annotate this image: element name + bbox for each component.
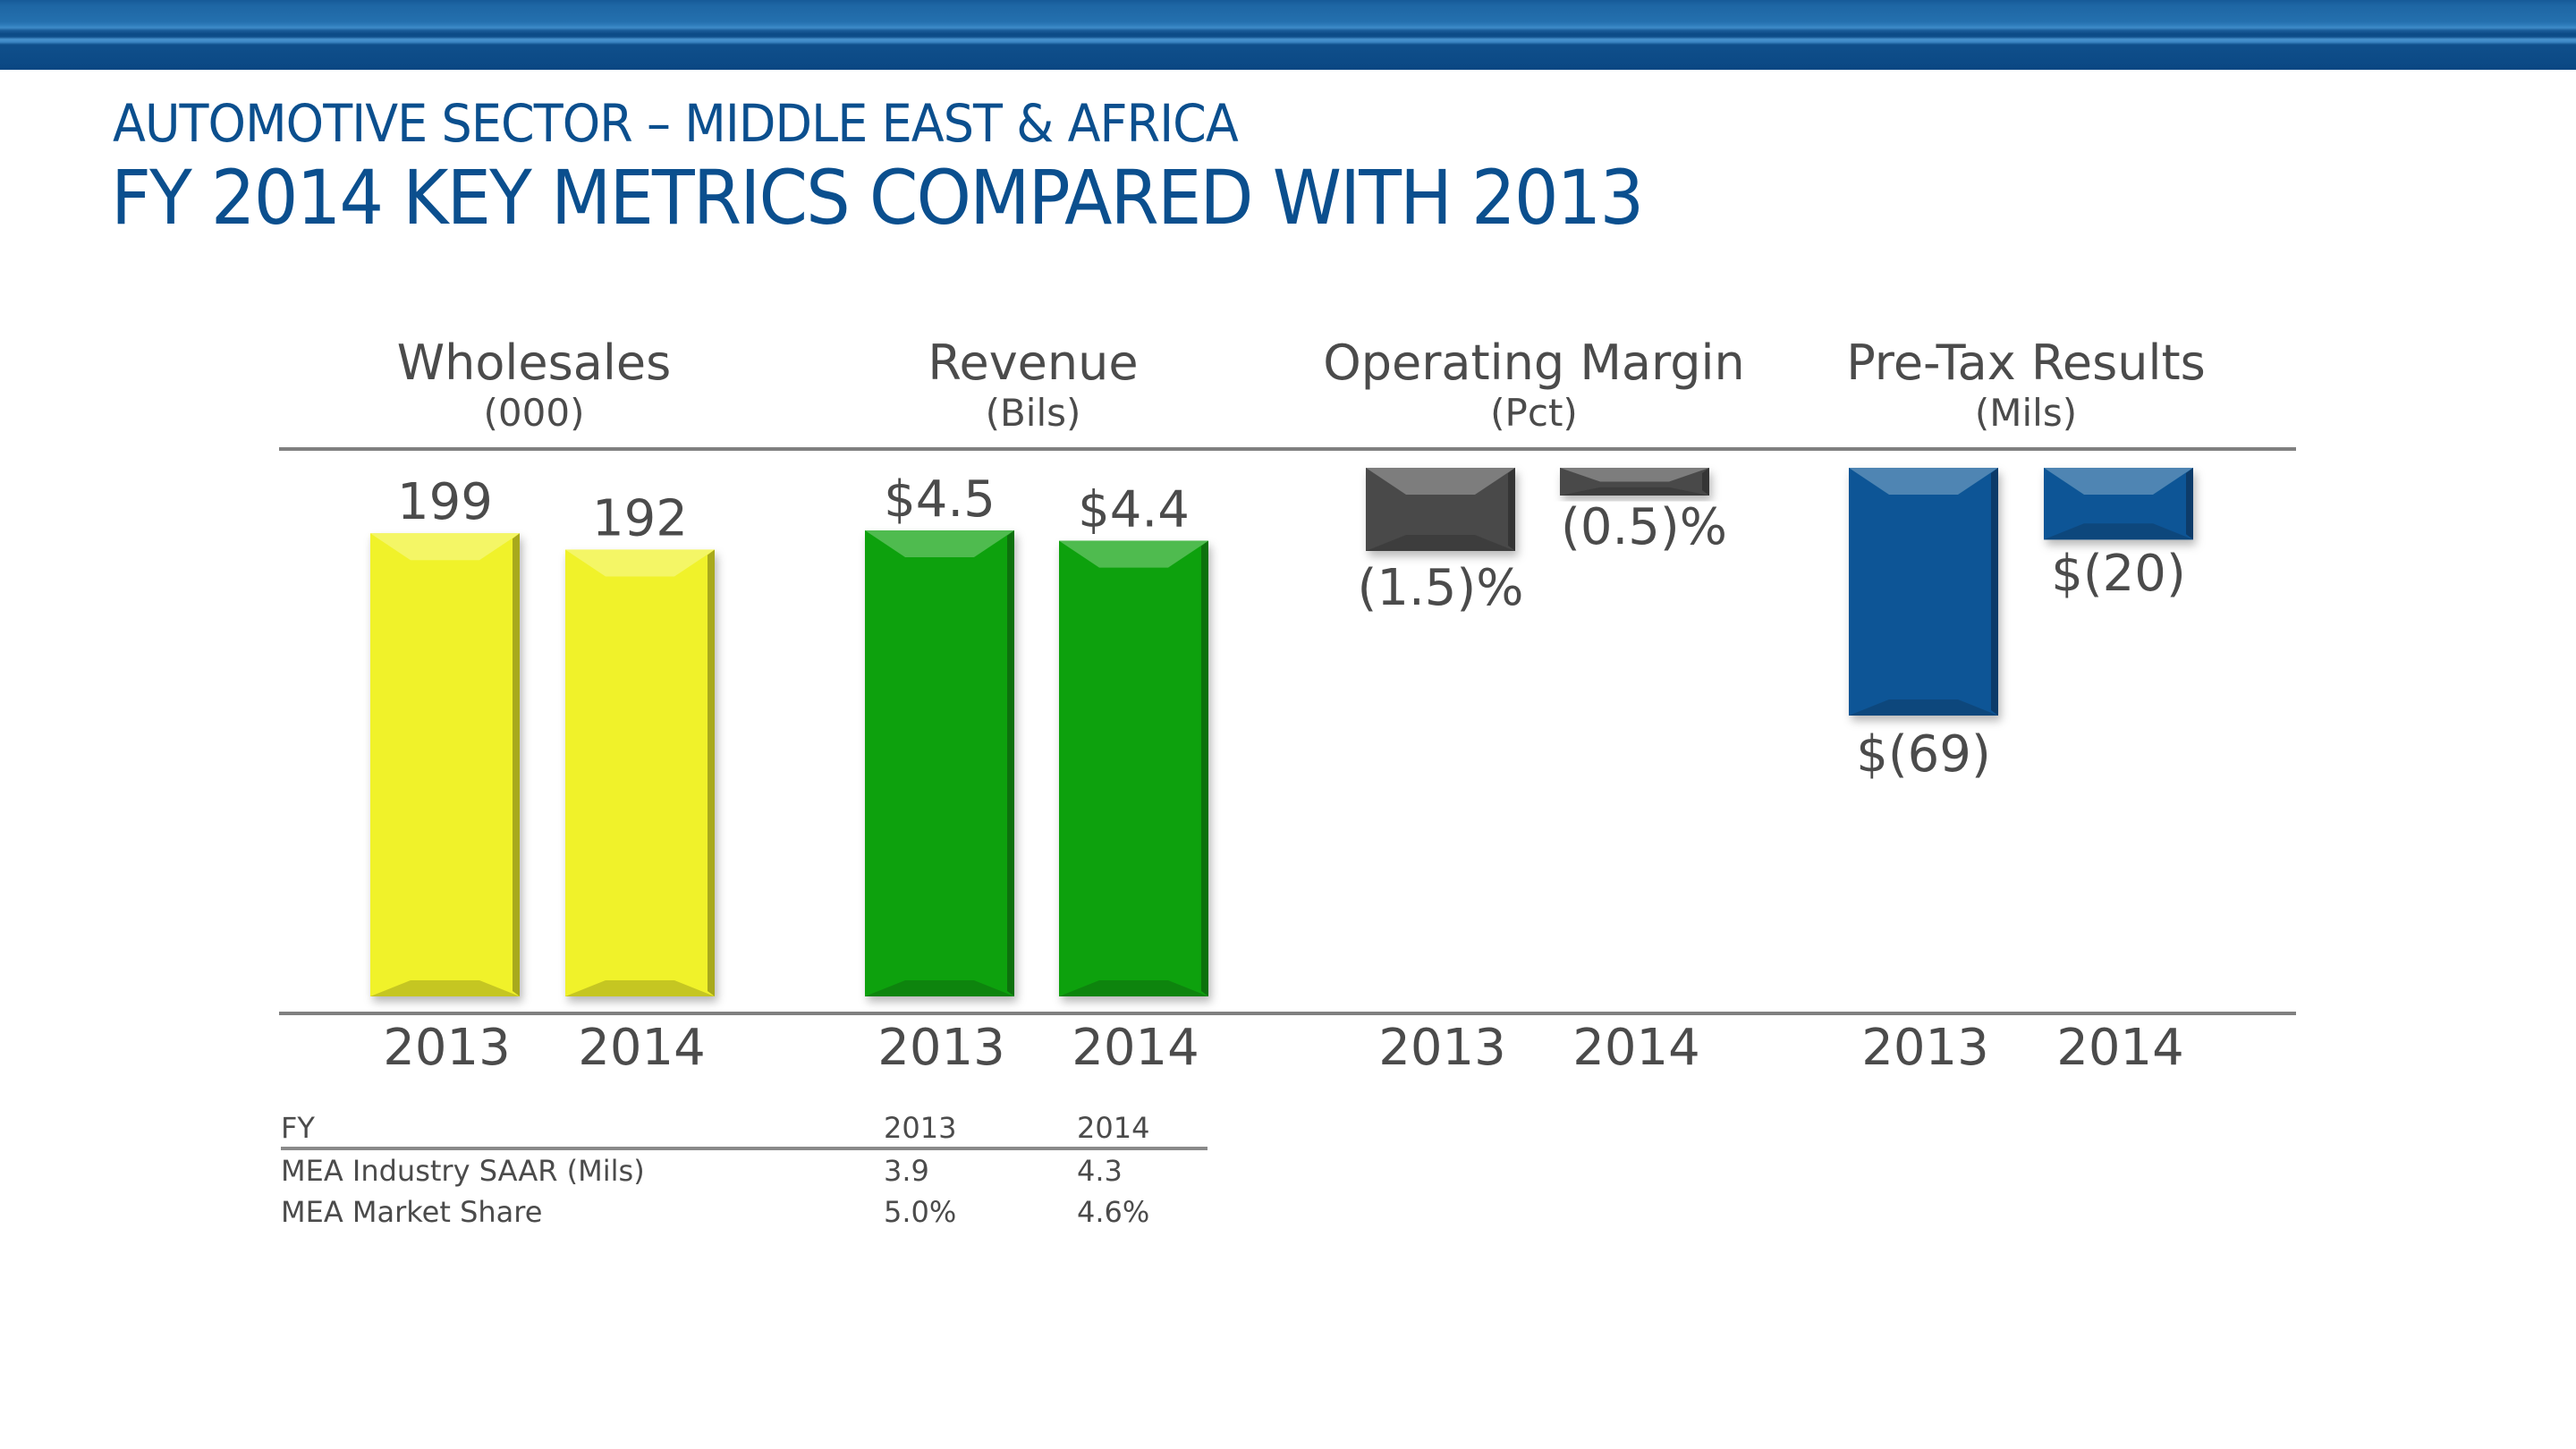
- data-label: (0.5)%: [1561, 498, 1727, 556]
- chart-panel-operating-margin: Operating Margin(Pct) (1.5)% 2013 (0.5)% 201…: [1323, 335, 1745, 1077]
- bar-2013: [1849, 468, 1998, 716]
- bar-bevel-right: [1007, 530, 1014, 996]
- panel-title: Pre-Tax Results: [1846, 335, 2206, 391]
- bar-bevel-top: [1059, 540, 1208, 568]
- table-row: MEA Market Share 5.0% 4.6%: [281, 1191, 1208, 1233]
- bar-bevel-bottom: [2044, 523, 2193, 540]
- slide-subtitle: AUTOMOTIVE SECTOR – MIDDLE EAST & AFRICA: [113, 93, 1239, 154]
- panel-title: Operating Margin: [1323, 335, 1745, 391]
- data-label: $4.5: [884, 470, 996, 529]
- bar-bevel-top: [1849, 468, 1998, 495]
- bar-bevel-top: [1560, 468, 1709, 482]
- table-header-row: FY 2013 2014: [281, 1109, 1208, 1150]
- bar-bevel-bottom: [865, 980, 1014, 996]
- bar-bevel-right: [513, 533, 520, 996]
- table-cell-2014: 4.6%: [1077, 1195, 1150, 1229]
- table-cell-2013: 5.0%: [884, 1195, 957, 1229]
- bar-body: [1059, 540, 1208, 996]
- bar-2014: [1560, 468, 1709, 496]
- bar-bevel-bottom: [370, 980, 520, 996]
- slide-title: FY 2014 KEY METRICS COMPARED WITH 2013: [111, 154, 1644, 242]
- bar-body: [865, 530, 1014, 996]
- data-label: 199: [397, 473, 493, 531]
- market-table: FY 2013 2014 MEA Industry SAAR (Mils) 3.…: [281, 1109, 1208, 1233]
- bar-bevel-right: [1991, 468, 1998, 716]
- chart-panel-revenue: Revenue(Bils) $4.5 2013 $4.4 2014: [865, 335, 1208, 1077]
- bar-bevel-right: [2186, 468, 2193, 540]
- bar-bevel-top: [865, 530, 1014, 557]
- panel-title: Wholesales: [397, 335, 671, 391]
- x-tick-label: 2014: [578, 1019, 706, 1077]
- bar-body: [370, 533, 520, 996]
- bar-2013: [1366, 468, 1515, 551]
- bar-2014: [1059, 540, 1208, 996]
- x-tick-label: 2013: [1378, 1019, 1506, 1077]
- data-label: $(69): [1856, 725, 1991, 784]
- bar-bevel-bottom: [565, 980, 715, 996]
- x-tick-label: 2013: [877, 1019, 1005, 1077]
- table-cell-2014: 4.3: [1077, 1154, 1123, 1188]
- data-label: $(20): [2051, 545, 2186, 603]
- bar-2013: [865, 530, 1014, 996]
- table-cell-2013: 3.9: [884, 1154, 929, 1188]
- panel-unit: (Pct): [1490, 391, 1578, 435]
- bar-2014: [565, 549, 715, 996]
- x-tick-label: 2014: [1572, 1019, 1700, 1077]
- x-tick-label: 2013: [383, 1019, 511, 1077]
- bar-bevel-bottom: [1560, 487, 1709, 496]
- bar-bevel-bottom: [1059, 980, 1208, 996]
- bar-bevel-top: [2044, 468, 2193, 495]
- table-row: MEA Industry SAAR (Mils) 3.9 4.3: [281, 1150, 1208, 1191]
- chart-panel-wholesales: Wholesales(000) 199 2013 192 2014: [370, 335, 715, 1077]
- bar-bevel-bottom: [1849, 699, 1998, 716]
- header-band: [0, 0, 2576, 70]
- bar-body: [1849, 468, 1998, 716]
- bar-bevel-top: [565, 549, 715, 577]
- x-tick-label: 2013: [1861, 1019, 1989, 1077]
- table-header-fy: FY: [281, 1111, 315, 1145]
- panel-unit: (Bils): [986, 391, 1081, 435]
- bar-2013: [370, 533, 520, 996]
- table-cell-label: MEA Market Share: [281, 1195, 543, 1229]
- panel-title: Revenue: [928, 335, 1138, 391]
- bar-bevel-right: [1702, 468, 1709, 496]
- table-cell-label: MEA Industry SAAR (Mils): [281, 1154, 645, 1188]
- bar-bevel-right: [1508, 468, 1515, 551]
- bar-bevel-right: [708, 549, 715, 996]
- bar-bevel-right: [1201, 540, 1208, 996]
- x-tick-label: 2014: [1072, 1019, 1199, 1077]
- data-label: $4.4: [1078, 481, 1190, 539]
- x-tick-label: 2014: [2056, 1019, 2184, 1077]
- bar-bevel-bottom: [1366, 535, 1515, 551]
- bar-bevel-top: [370, 533, 520, 561]
- table-header-2014: 2014: [1077, 1111, 1150, 1145]
- bar-body: [565, 549, 715, 996]
- panel-unit: (Mils): [1975, 391, 2077, 435]
- table-header-2013: 2013: [884, 1111, 957, 1145]
- bar-bevel-top: [1366, 468, 1515, 495]
- panel-unit: (000): [484, 391, 585, 435]
- chart-panel-pre-tax-results: Pre-Tax Results(Mils) $(69) 2013 $(20) 2014: [1846, 335, 2206, 1077]
- bar-2014: [2044, 468, 2193, 540]
- data-label: (1.5)%: [1358, 559, 1524, 617]
- data-label: 192: [592, 489, 688, 547]
